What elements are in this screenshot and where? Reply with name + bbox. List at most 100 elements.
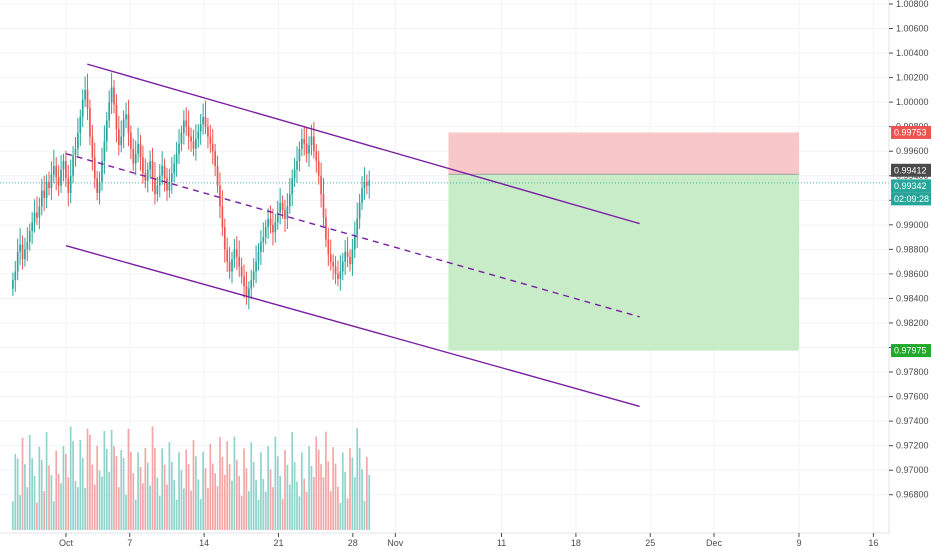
candle-body (284, 210, 286, 219)
volume-bar (351, 457, 354, 530)
volume-bar (284, 450, 286, 530)
volume-bar (334, 463, 337, 530)
candle-body (250, 280, 253, 289)
candle-body (351, 249, 354, 265)
volume-bar (40, 459, 43, 530)
channel-lower-line[interactable] (65, 245, 640, 408)
volume-bar (363, 500, 366, 530)
volume-bar (250, 442, 253, 530)
volume-bar (98, 470, 101, 530)
price-badge (891, 179, 931, 193)
candle-body (197, 131, 200, 139)
volume-bar (183, 488, 185, 530)
candle-body (166, 178, 168, 191)
volume-bar (170, 461, 173, 530)
price-tick-label: 0.96800 (896, 490, 929, 500)
channel-lines[interactable] (65, 63, 640, 408)
volume-bar (255, 479, 257, 530)
candle-body (67, 178, 70, 193)
volume-bar (89, 434, 91, 530)
candle-body (105, 120, 108, 142)
candle-body (45, 181, 48, 198)
volume-bar (134, 499, 137, 530)
candle-body (117, 129, 120, 146)
candle-body (327, 239, 330, 255)
volume-bar (214, 473, 216, 530)
channel-upper-line[interactable] (87, 63, 640, 225)
candle-body (298, 148, 301, 162)
volume-bar (158, 495, 161, 530)
price-tick-label: 0.99600 (896, 146, 929, 156)
candle-body (281, 202, 284, 211)
candle-body (170, 173, 173, 182)
volume-bar (48, 465, 50, 530)
candle-body (286, 206, 289, 219)
candle-body (175, 153, 178, 164)
time-tick-label: 18 (571, 538, 581, 548)
volume-bar (105, 449, 108, 530)
volume-bar (207, 487, 209, 530)
volume-bar (276, 456, 279, 530)
volume-bar (110, 429, 113, 530)
candle-body (310, 136, 313, 146)
candle-body (260, 242, 262, 252)
volume-bar (272, 487, 274, 530)
time-tick-label: 14 (199, 538, 209, 548)
price-badge (891, 163, 931, 177)
candle-body (156, 185, 159, 195)
volume-bar (16, 458, 19, 530)
price-tick-label: 0.98400 (896, 293, 929, 303)
volume-bar (84, 487, 86, 530)
candle-body (55, 165, 58, 177)
candle-body (185, 120, 188, 127)
candle-body (132, 148, 135, 164)
volume-bar (298, 496, 301, 530)
time-axis[interactable]: Oct 7 14 21 28 Nov 11 18 25 Dec 9 16 (0, 532, 890, 550)
candle-body (43, 190, 46, 198)
volume-bar (81, 458, 84, 530)
volume-bar (315, 436, 318, 530)
volume-bar (103, 431, 106, 530)
price-axis-bg (890, 0, 932, 550)
candle-body (252, 271, 255, 281)
price-axis[interactable]: 1.008001.006001.004001.002001.000000.998… (888, 0, 932, 550)
candle-body (257, 251, 260, 262)
volume-bar (142, 483, 144, 530)
volume-bar (161, 448, 164, 530)
candle-body (142, 157, 144, 174)
volume-bar (31, 458, 33, 530)
candle-body (365, 181, 368, 186)
candle-body (103, 141, 106, 162)
volume-bar (50, 474, 53, 530)
price-tick-label: 1.00800 (896, 0, 929, 9)
candle-body (211, 143, 214, 152)
volume-bar (293, 461, 296, 530)
price-badge-label: 02:09:28 (894, 194, 929, 204)
take-profit-zone (448, 174, 799, 351)
volume-bar (322, 477, 325, 530)
price-badge-label: 0.99753 (894, 127, 927, 137)
candle-body (353, 234, 356, 250)
candle-body (238, 256, 241, 267)
candle-body (101, 161, 103, 182)
volume-bar (60, 483, 62, 530)
volume-bar (168, 442, 171, 530)
volume-bar (260, 452, 262, 530)
volume-bar (154, 447, 156, 530)
candle-body (154, 178, 156, 195)
candle-body (93, 157, 96, 179)
time-tick-label: 11 (497, 538, 506, 548)
candle-body (216, 165, 219, 186)
volume-bar (339, 503, 342, 530)
candle-body (168, 181, 171, 191)
candle-body (12, 280, 14, 289)
candle-body (122, 119, 125, 137)
channel-middle-line[interactable] (65, 152, 640, 318)
volume-bar (57, 473, 60, 530)
volume-bar (67, 477, 70, 530)
volume-bar (125, 494, 127, 530)
volume-bar (77, 487, 79, 530)
candle-body (339, 271, 342, 279)
volume-bar (221, 456, 224, 530)
